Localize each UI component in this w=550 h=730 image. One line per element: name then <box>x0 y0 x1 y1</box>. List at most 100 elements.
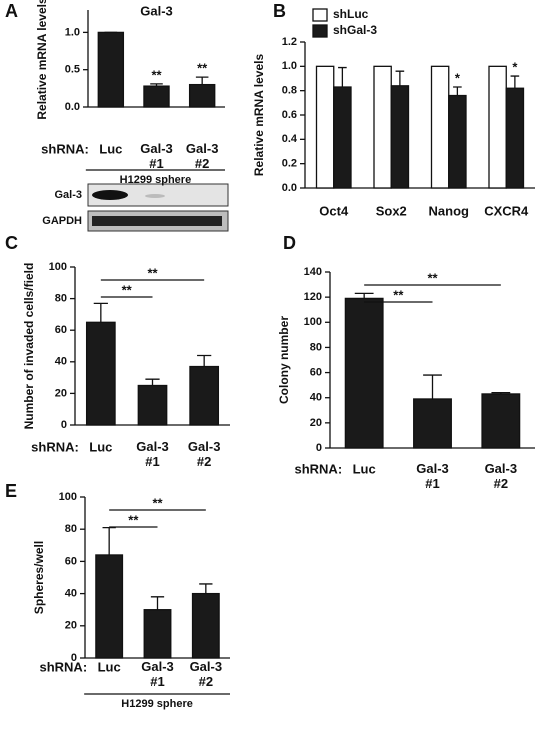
y-tick-label: 1.0 <box>282 60 297 72</box>
y-tick-label: 140 <box>304 266 322 278</box>
blot-band <box>145 194 165 198</box>
y-tick-label: 80 <box>55 293 67 305</box>
bracket-label: ** <box>393 287 404 302</box>
bracket-label: ** <box>147 265 158 280</box>
y-tick-label: 80 <box>310 341 322 353</box>
error-bar <box>145 378 160 386</box>
y-tick-label: 1.2 <box>282 36 297 48</box>
y-tick-label: 60 <box>55 324 67 336</box>
y-axis-label: Number of invaded cells/field <box>22 263 36 430</box>
x-tick-label: Luc <box>89 439 112 454</box>
y-tick-label: 100 <box>304 316 322 328</box>
x-tick-label: Gal-3 #1 <box>136 439 169 469</box>
blot-label: GAPDH <box>42 215 82 227</box>
error-bar <box>510 75 520 89</box>
error-bar <box>395 70 405 86</box>
significance: ** <box>197 61 208 76</box>
y-axis-label: Relative mRNA levels <box>35 0 49 120</box>
y-tick-label: 80 <box>65 523 77 535</box>
legend-swatch <box>312 24 328 38</box>
bar <box>373 65 392 189</box>
error-bar <box>195 76 209 85</box>
panel-label: A <box>5 1 18 21</box>
legend-label: shGal-3 <box>333 23 377 37</box>
bar <box>430 65 450 189</box>
significance: * <box>512 60 518 75</box>
x-tick-label: Luc <box>99 141 122 156</box>
y-tick-label: 40 <box>55 356 67 368</box>
bracket-label: ** <box>128 512 139 527</box>
y-tick-label: 20 <box>55 387 67 399</box>
bar <box>189 365 220 426</box>
bar <box>188 83 216 108</box>
x-tick-label: Gal-3 #2 <box>188 439 221 469</box>
error-bar <box>102 526 116 555</box>
error-bar <box>199 583 213 594</box>
error-bar <box>338 66 347 88</box>
bar <box>344 297 384 449</box>
bracket-label: ** <box>152 495 163 510</box>
error-bar <box>197 354 212 367</box>
x-tick-label: Gal-3 #2 <box>186 141 219 171</box>
x-tick-label: Gal-3 #2 <box>190 659 223 689</box>
bar <box>85 321 116 426</box>
x-tick-label: Nanog <box>429 203 470 218</box>
y-tick-label: 20 <box>310 417 322 429</box>
y-tick-label: 0 <box>61 419 67 431</box>
x-prefix: shRNA: <box>294 461 342 476</box>
y-tick-label: 120 <box>304 291 322 303</box>
legend-label: shLuc <box>333 7 369 21</box>
bar <box>390 85 410 189</box>
footnote: H1299 sphere <box>120 174 192 186</box>
bar <box>448 94 467 189</box>
error-bar <box>354 292 374 299</box>
bar <box>95 554 124 659</box>
bar <box>481 393 521 449</box>
x-tick-label: Oct4 <box>319 203 349 218</box>
error-bar <box>453 86 462 96</box>
y-tick-label: 0.4 <box>282 133 298 145</box>
y-tick-label: 100 <box>49 261 67 273</box>
y-tick-label: 40 <box>310 392 322 404</box>
bar <box>505 87 525 189</box>
y-tick-label: 0 <box>71 652 77 664</box>
x-tick-label: Luc <box>98 659 121 674</box>
x-tick-label: Gal-3 #1 <box>141 659 174 689</box>
bar <box>488 65 507 189</box>
legend-swatch <box>312 8 328 22</box>
bar <box>315 65 335 189</box>
bracket-label: ** <box>427 270 438 285</box>
blot-band <box>92 216 222 226</box>
y-tick-label: 0.6 <box>282 109 297 121</box>
bar <box>97 31 125 108</box>
x-prefix: shRNA: <box>39 659 87 674</box>
y-axis-label: Relative mRNA levels <box>252 54 266 177</box>
significance: ** <box>151 67 162 82</box>
y-tick-label: 100 <box>59 491 77 503</box>
y-tick-label: 0.0 <box>282 182 297 194</box>
y-tick-label: 60 <box>310 366 322 378</box>
bar <box>191 592 220 659</box>
y-tick-label: 0.5 <box>65 64 80 76</box>
blot-band <box>92 190 128 200</box>
y-tick-label: 1.0 <box>65 26 80 38</box>
y-tick-label: 0.2 <box>282 158 297 170</box>
x-tick-label: Gal-3 #1 <box>416 461 449 491</box>
panel-label: B <box>273 1 286 21</box>
error-bar <box>150 596 165 610</box>
error-bar <box>150 83 163 87</box>
y-tick-label: 60 <box>65 555 77 567</box>
x-prefix: shRNA: <box>41 141 89 156</box>
error-bar <box>423 374 442 399</box>
y-tick-label: 0.8 <box>282 85 297 97</box>
x-tick-label: Luc <box>353 461 376 476</box>
x-tick-label: Sox2 <box>376 203 407 218</box>
blot-label: Gal-3 <box>54 189 82 201</box>
y-axis-label: Spheres/well <box>32 541 46 614</box>
x-tick-label: Gal-3 #1 <box>140 141 173 171</box>
footnote: H1299 sphere <box>121 698 193 710</box>
x-prefix: shRNA: <box>31 439 79 454</box>
chart-title: Gal-3 <box>140 3 173 18</box>
y-tick-label: 0 <box>316 442 322 454</box>
